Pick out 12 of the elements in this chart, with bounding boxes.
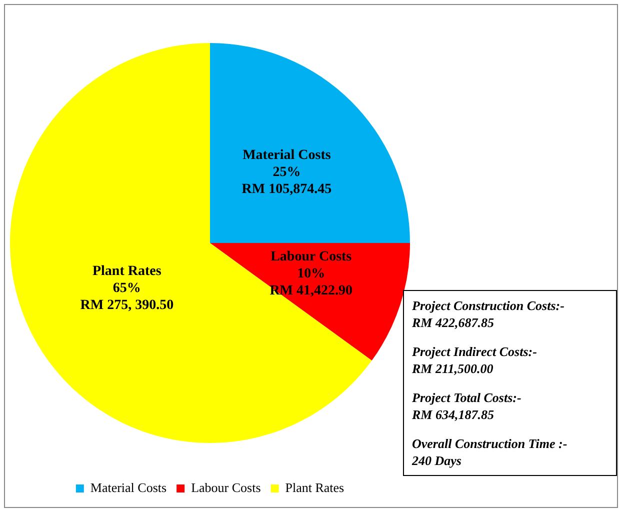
slice-label: Material Costs	[242, 148, 332, 163]
text: Project Total Costs:- RM 634,187.85	[412, 389, 522, 423]
text: Overall Construction Time :- 240 Days	[412, 435, 568, 469]
legend-label: Labour Costs	[191, 480, 261, 495]
slice-label: Plant Rates	[92, 264, 162, 280]
text: Project Construction Costs:- RM 422,687.85	[412, 297, 566, 331]
slice-label: Labour Costs	[270, 250, 352, 265]
text: Project Indirect Costs:- RM 211,500.00	[412, 343, 538, 377]
data-label: 65% RM 275, 390.50	[80, 281, 174, 314]
data-label: 25% RM 105,874.45	[242, 164, 332, 197]
legend-label: Material Costs	[90, 480, 167, 495]
legend-label: Plant Rates	[285, 480, 344, 495]
